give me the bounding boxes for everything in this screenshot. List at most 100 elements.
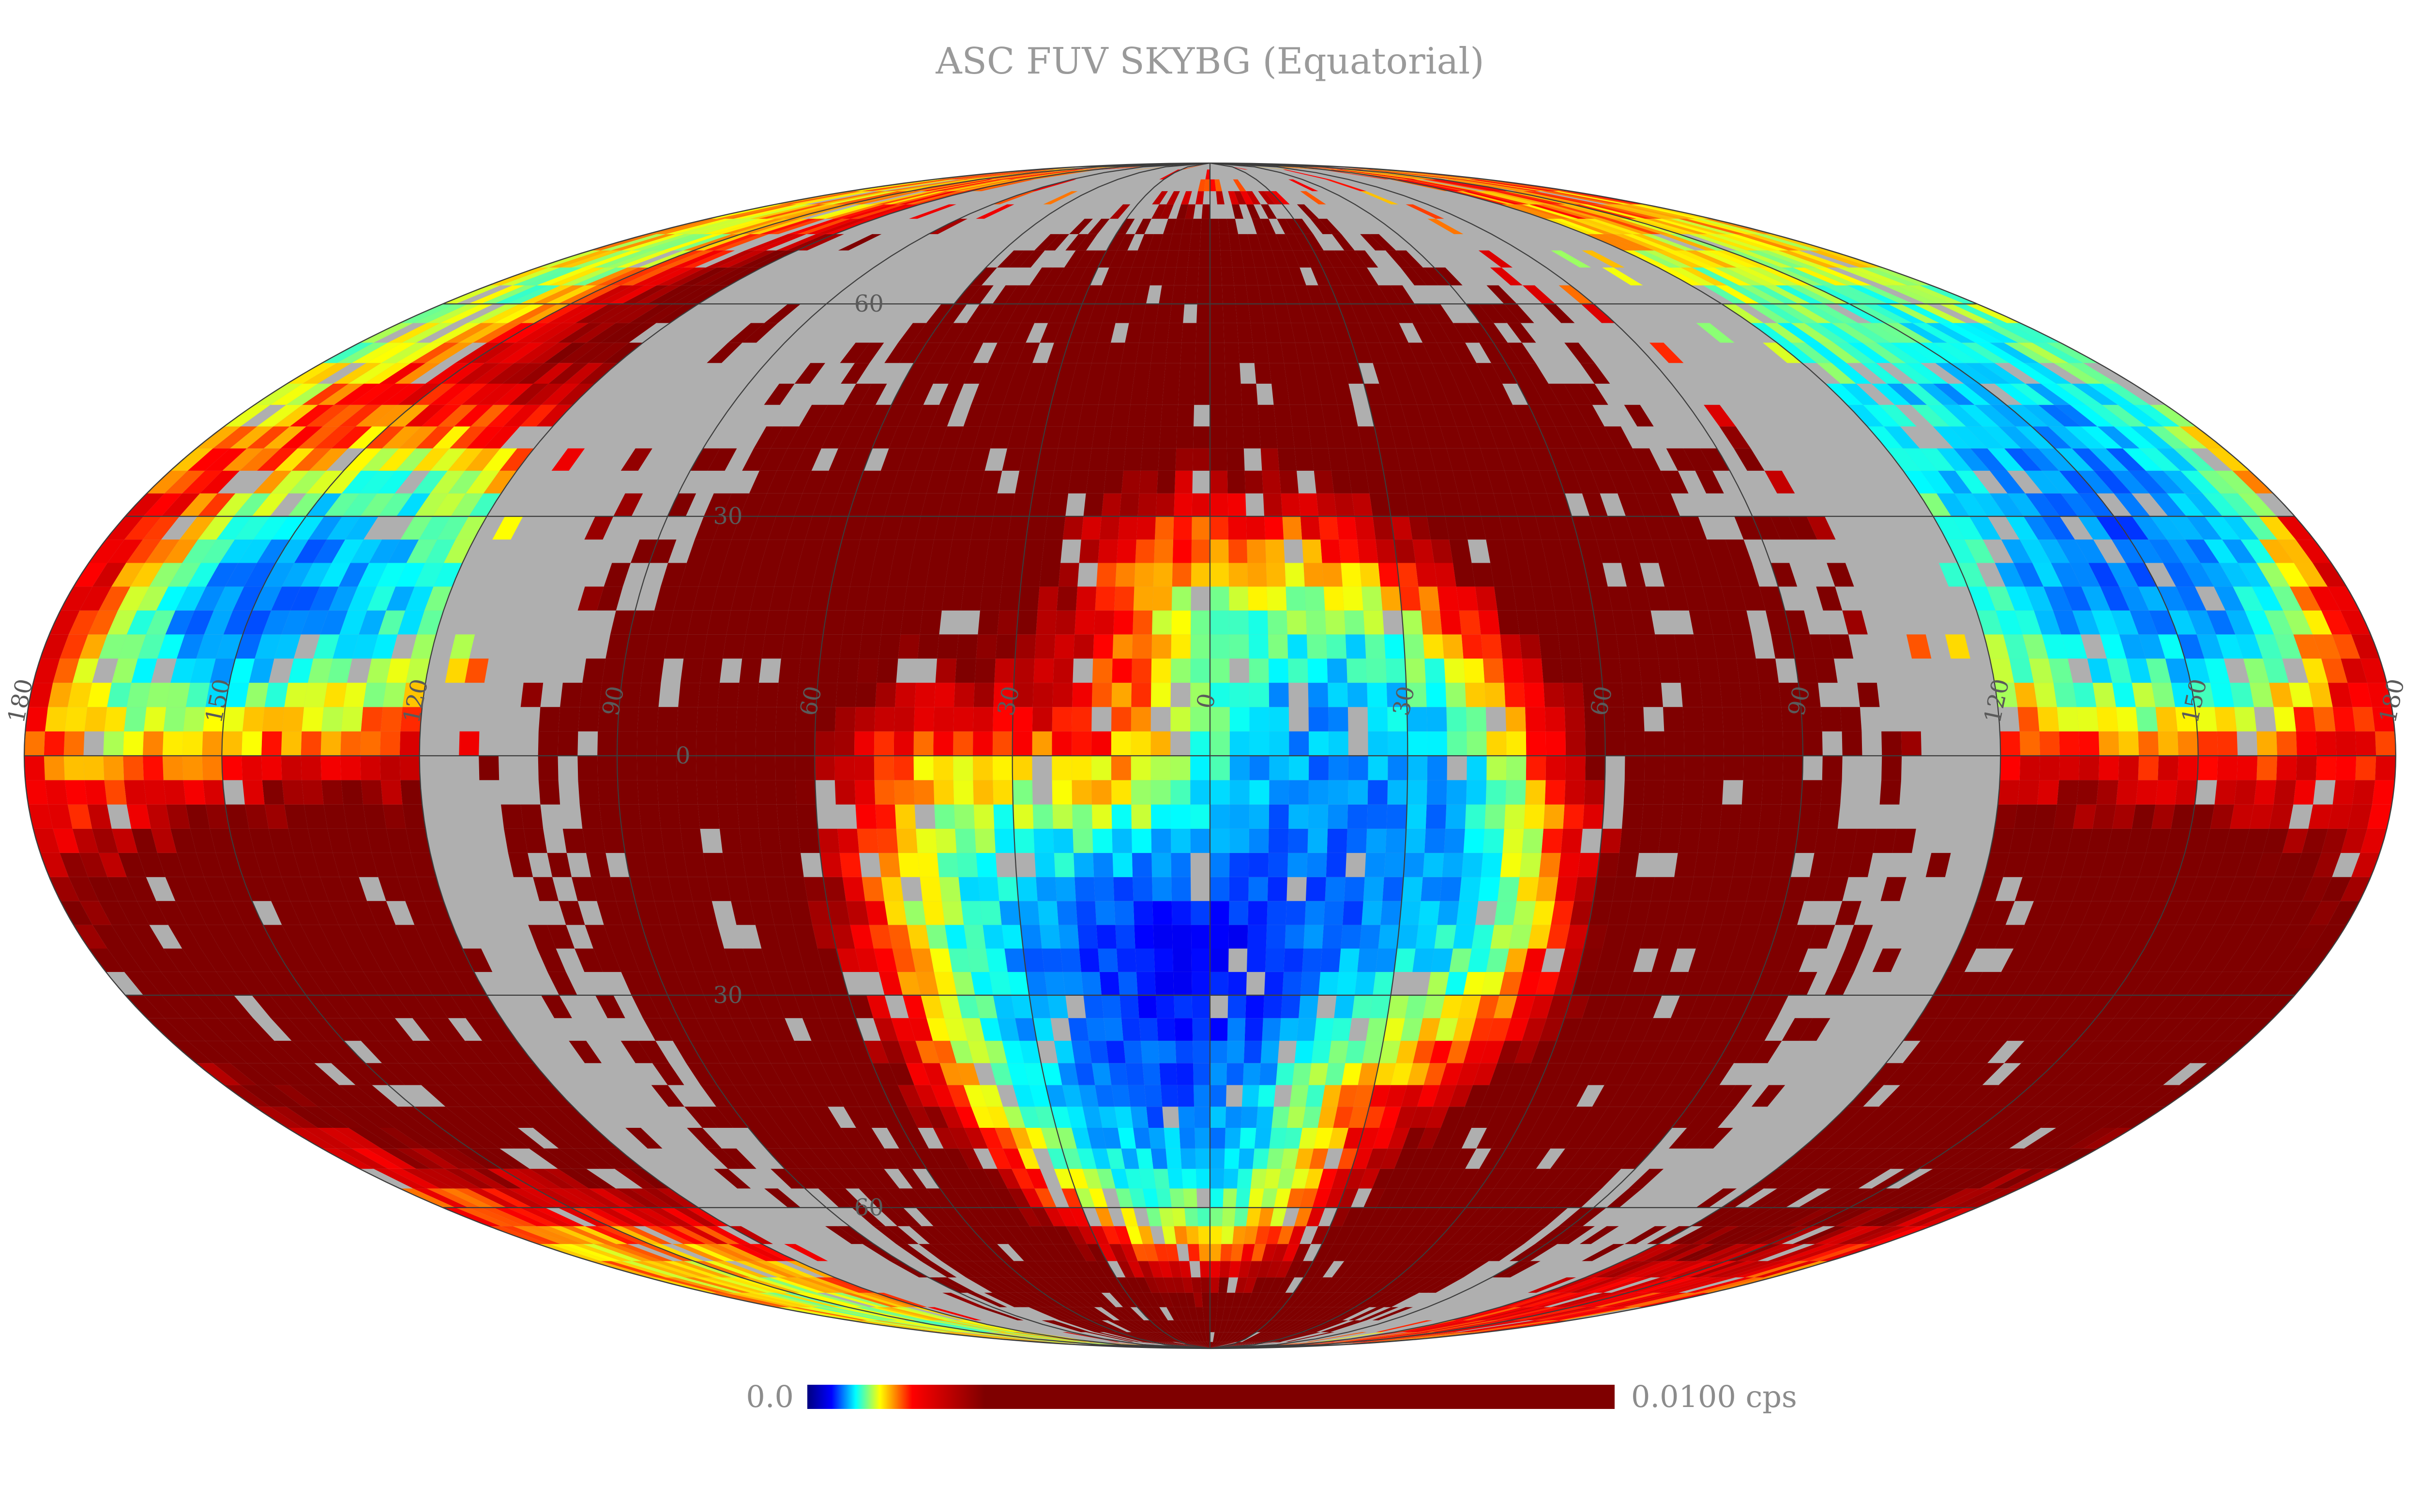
sky-pixel bbox=[481, 1188, 532, 1208]
sky-pixel bbox=[1303, 1261, 1324, 1278]
sky-pixel bbox=[1435, 1018, 1458, 1041]
sky-pixel bbox=[842, 610, 865, 635]
sky-pixel bbox=[1847, 1085, 1884, 1107]
sky-pixel bbox=[573, 267, 628, 285]
sky-pixel bbox=[363, 363, 411, 384]
sky-pixel bbox=[374, 1168, 427, 1189]
sky-pixel bbox=[1951, 1188, 2007, 1208]
sky-pixel bbox=[1831, 323, 1876, 343]
sky-pixel bbox=[249, 659, 274, 683]
sky-pixel bbox=[1121, 1018, 1141, 1041]
sky-pixel bbox=[1075, 250, 1097, 268]
sky-pixel bbox=[288, 659, 314, 683]
sky-pixel bbox=[952, 1332, 1050, 1342]
sky-pixel bbox=[1285, 1261, 1303, 1278]
sky-pixel bbox=[1456, 1307, 1514, 1320]
sky-pixel bbox=[1362, 1041, 1383, 1063]
sky-pixel bbox=[377, 470, 413, 494]
sky-pixel bbox=[945, 1320, 1012, 1332]
sky-pixel bbox=[602, 828, 625, 853]
sky-pixel bbox=[1741, 995, 1770, 1018]
sky-pixel bbox=[323, 683, 347, 707]
sky-pixel bbox=[621, 1261, 685, 1278]
sky-pixel bbox=[1410, 1107, 1433, 1128]
sky-pixel bbox=[1451, 343, 1477, 363]
sky-pixel bbox=[723, 853, 746, 877]
sky-pixel bbox=[2289, 901, 2321, 925]
sky-pixel bbox=[1936, 995, 1969, 1018]
sky-pixel bbox=[1106, 1148, 1125, 1169]
sky-pixel bbox=[1369, 1277, 1398, 1293]
sky-pixel bbox=[1039, 563, 1061, 587]
sky-pixel bbox=[877, 1207, 909, 1227]
sky-pixel bbox=[1607, 586, 1632, 611]
sky-pixel bbox=[1825, 384, 1863, 405]
sky-pixel bbox=[361, 707, 383, 732]
sky-pixel bbox=[2118, 1085, 2163, 1107]
sky-pixel bbox=[1251, 250, 1266, 268]
sky-pixel bbox=[2232, 1018, 2273, 1041]
sky-pixel bbox=[131, 659, 157, 683]
sky-pixel bbox=[731, 972, 758, 995]
sky-pixel bbox=[1277, 267, 1294, 285]
sky-pixel bbox=[280, 1063, 323, 1085]
sky-pixel bbox=[1112, 828, 1132, 853]
sky-pixel bbox=[1130, 384, 1149, 405]
sky-pixel bbox=[1186, 1320, 1196, 1332]
sky-pixel bbox=[663, 1261, 722, 1278]
sky-pixel bbox=[1023, 948, 1044, 972]
sky-pixel bbox=[44, 756, 65, 780]
sky-pixel bbox=[1919, 343, 1965, 363]
sky-pixel bbox=[1722, 1188, 1764, 1208]
sky-pixel bbox=[1306, 1332, 1367, 1342]
sky-pixel bbox=[1091, 683, 1112, 707]
sky-pixel bbox=[1720, 683, 1742, 707]
sky-pixel bbox=[380, 780, 403, 805]
sky-pixel bbox=[1317, 1332, 1385, 1342]
sky-pixel bbox=[1533, 384, 1560, 405]
sky-pixel bbox=[1013, 404, 1035, 427]
sky-pixel bbox=[971, 1107, 995, 1128]
sky-pixel bbox=[898, 1168, 926, 1189]
sky-pixel bbox=[2148, 948, 2182, 972]
sky-pixel bbox=[1033, 659, 1054, 683]
sky-pixel bbox=[812, 925, 836, 949]
sky-pixel bbox=[1582, 1244, 1625, 1261]
sky-pixel bbox=[2168, 972, 2204, 995]
sky-pixel bbox=[840, 1148, 870, 1169]
sky-pixel bbox=[1600, 828, 1622, 853]
sky-pixel bbox=[1845, 1168, 1891, 1189]
sky-pixel bbox=[2004, 1148, 2054, 1169]
sky-pixel bbox=[544, 323, 589, 343]
sky-pixel bbox=[1281, 493, 1301, 517]
sky-pixel bbox=[869, 1307, 934, 1320]
sky-pixel bbox=[1995, 925, 2025, 949]
sky-pixel bbox=[1026, 1168, 1048, 1189]
sky-pixel bbox=[2031, 1063, 2072, 1085]
sky-pixel bbox=[64, 780, 88, 805]
sky-pixel bbox=[395, 1041, 433, 1063]
sky-pixel bbox=[405, 404, 446, 427]
sky-pixel bbox=[1162, 1320, 1178, 1332]
sky-pixel bbox=[794, 493, 820, 517]
sky-pixel bbox=[1717, 1261, 1778, 1278]
sky-pixel bbox=[166, 804, 190, 829]
sky-pixel bbox=[1210, 1342, 1234, 1348]
sky-pixel bbox=[1607, 1148, 1639, 1169]
sky-pixel bbox=[990, 1063, 1013, 1085]
sky-pixel bbox=[187, 1041, 230, 1063]
sky-pixel bbox=[808, 1292, 870, 1307]
sky-pixel bbox=[1881, 731, 1902, 756]
sky-pixel bbox=[1325, 1320, 1367, 1332]
sky-pixel bbox=[1081, 516, 1102, 540]
sky-pixel bbox=[126, 610, 156, 635]
sky-pixel bbox=[1555, 1063, 1582, 1085]
sky-pixel bbox=[1623, 1292, 1695, 1307]
sky-pixel bbox=[1249, 756, 1270, 780]
sky-pixel bbox=[1294, 448, 1314, 471]
sky-pixel bbox=[1400, 1226, 1427, 1244]
sky-pixel bbox=[2004, 448, 2042, 471]
sky-pixel bbox=[990, 426, 1013, 449]
sky-pixel bbox=[1964, 384, 2007, 405]
sky-pixel bbox=[1615, 448, 1644, 471]
